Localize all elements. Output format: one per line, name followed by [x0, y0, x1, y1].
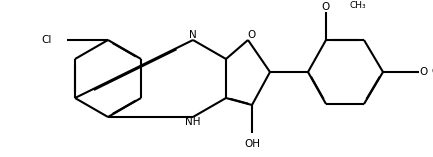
- Text: N: N: [189, 30, 197, 40]
- Text: O: O: [322, 2, 330, 12]
- Text: Cl: Cl: [42, 35, 52, 45]
- Text: CH₃: CH₃: [432, 68, 433, 76]
- Text: NH: NH: [185, 117, 201, 127]
- Text: O: O: [419, 67, 427, 77]
- Text: O: O: [248, 30, 256, 40]
- Text: OH: OH: [244, 139, 260, 149]
- Text: CH₃: CH₃: [350, 0, 367, 10]
